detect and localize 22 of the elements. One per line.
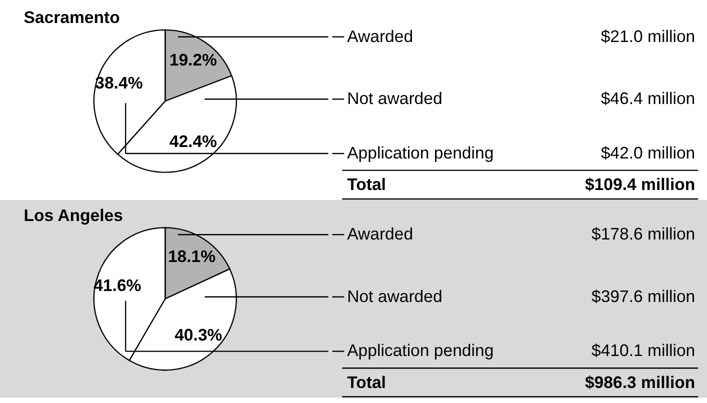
slice-label: Awarded (347, 224, 414, 244)
text: $42.0 million (600, 143, 696, 162)
legend-label: Not awarded (347, 286, 442, 306)
text: $46.4 million (600, 89, 696, 108)
data-label: 40.3% (174, 325, 222, 344)
text: Total (347, 175, 386, 194)
data-label: 19.2% (169, 50, 218, 70)
chart-title: Los Angeles (24, 206, 123, 225)
text: $397.6 million (591, 286, 696, 306)
data-label: 42.4% (169, 132, 218, 151)
chart-title: Sacramento (24, 8, 120, 28)
text: Total (347, 372, 386, 392)
legend-label: Application pending (347, 143, 494, 162)
legend-label: Awarded (347, 26, 414, 46)
text: $21.0 million (600, 26, 696, 46)
legend-label: Not awarded (347, 89, 442, 108)
text: $109.4 million (584, 175, 696, 194)
legend-label: Application pending (347, 341, 494, 360)
data-label: 18.1% (168, 247, 216, 266)
text: $410.1 million (591, 341, 696, 360)
text: $986.3 million (584, 372, 696, 392)
text: $178.6 million (591, 224, 696, 244)
